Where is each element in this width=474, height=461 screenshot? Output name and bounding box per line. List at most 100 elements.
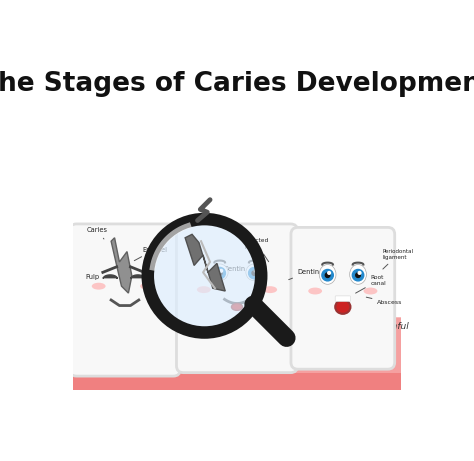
FancyBboxPatch shape xyxy=(109,271,123,290)
Circle shape xyxy=(328,272,330,274)
Text: 3. Pulpitis: 3. Pulpitis xyxy=(255,314,299,323)
Circle shape xyxy=(239,236,315,312)
Text: This stages painful: This stages painful xyxy=(235,323,319,331)
Polygon shape xyxy=(196,295,201,319)
Text: 4. Periodontitis: 4. Periodontitis xyxy=(321,314,389,323)
Polygon shape xyxy=(277,294,291,323)
Ellipse shape xyxy=(335,300,350,314)
Ellipse shape xyxy=(319,265,336,284)
Polygon shape xyxy=(191,295,196,319)
Text: Caries: Caries xyxy=(87,227,108,239)
Polygon shape xyxy=(116,295,121,319)
FancyBboxPatch shape xyxy=(176,224,298,372)
FancyBboxPatch shape xyxy=(103,271,129,294)
Text: Infected
pulp: Infected pulp xyxy=(245,238,269,262)
Circle shape xyxy=(148,219,261,332)
Circle shape xyxy=(351,266,359,274)
Ellipse shape xyxy=(197,286,211,293)
FancyBboxPatch shape xyxy=(270,271,284,290)
FancyBboxPatch shape xyxy=(70,224,180,376)
Polygon shape xyxy=(102,294,116,323)
Text: This stages very painful: This stages very painful xyxy=(301,323,409,331)
Text: 1. Enamal caries: 1. Enamal caries xyxy=(78,314,154,323)
Circle shape xyxy=(352,309,363,320)
FancyBboxPatch shape xyxy=(183,271,209,294)
Polygon shape xyxy=(194,289,196,316)
FancyBboxPatch shape xyxy=(264,271,290,294)
Text: Periodontal
ligament: Periodontal ligament xyxy=(383,249,414,269)
Circle shape xyxy=(322,270,333,281)
Polygon shape xyxy=(196,294,210,323)
Ellipse shape xyxy=(263,286,277,293)
Polygon shape xyxy=(114,289,116,316)
Polygon shape xyxy=(277,295,283,319)
Polygon shape xyxy=(277,289,279,316)
Text: Abscess: Abscess xyxy=(366,297,403,305)
Ellipse shape xyxy=(220,285,224,290)
Polygon shape xyxy=(356,294,369,323)
Polygon shape xyxy=(185,234,225,291)
Circle shape xyxy=(273,266,281,274)
Polygon shape xyxy=(353,289,356,316)
Circle shape xyxy=(190,266,197,274)
Polygon shape xyxy=(182,294,196,323)
Text: Pulp: Pulp xyxy=(85,274,113,280)
Circle shape xyxy=(252,271,256,275)
Circle shape xyxy=(248,267,260,279)
Polygon shape xyxy=(356,295,361,319)
Polygon shape xyxy=(272,295,277,319)
Ellipse shape xyxy=(350,265,366,284)
Text: Root
canal: Root canal xyxy=(356,275,386,293)
FancyBboxPatch shape xyxy=(348,271,362,290)
Text: Dentin: Dentin xyxy=(289,269,320,280)
Circle shape xyxy=(271,275,283,287)
Text: 2. Dentin caries: 2. Dentin caries xyxy=(160,314,232,323)
Polygon shape xyxy=(111,238,132,293)
Ellipse shape xyxy=(231,303,243,310)
Circle shape xyxy=(356,273,360,278)
Circle shape xyxy=(354,311,361,319)
Polygon shape xyxy=(111,295,116,319)
Ellipse shape xyxy=(364,288,377,295)
FancyBboxPatch shape xyxy=(339,269,371,296)
Polygon shape xyxy=(356,289,357,316)
FancyBboxPatch shape xyxy=(342,271,368,294)
Circle shape xyxy=(255,270,257,272)
Text: Enamel: Enamel xyxy=(134,247,167,260)
Polygon shape xyxy=(116,289,118,316)
FancyBboxPatch shape xyxy=(291,227,395,369)
Circle shape xyxy=(220,270,223,272)
Text: These stages are not painful: These stages are not painful xyxy=(92,323,220,331)
Ellipse shape xyxy=(246,264,263,281)
Circle shape xyxy=(325,273,330,278)
FancyBboxPatch shape xyxy=(261,269,293,296)
Circle shape xyxy=(317,236,393,312)
Circle shape xyxy=(106,268,111,273)
Circle shape xyxy=(218,271,222,275)
FancyBboxPatch shape xyxy=(189,271,203,290)
Circle shape xyxy=(158,236,234,312)
Text: Dentin: Dentin xyxy=(214,266,246,277)
Ellipse shape xyxy=(211,264,228,281)
FancyBboxPatch shape xyxy=(56,317,422,414)
Polygon shape xyxy=(106,271,110,275)
Circle shape xyxy=(358,272,361,274)
Circle shape xyxy=(214,267,226,279)
FancyBboxPatch shape xyxy=(335,296,350,301)
Circle shape xyxy=(78,236,154,312)
Text: The Stages of Caries Development: The Stages of Caries Development xyxy=(0,71,474,96)
Polygon shape xyxy=(342,294,356,323)
Polygon shape xyxy=(350,295,356,319)
FancyBboxPatch shape xyxy=(100,269,132,296)
Circle shape xyxy=(352,270,364,281)
Polygon shape xyxy=(190,271,197,279)
Ellipse shape xyxy=(308,288,322,295)
Polygon shape xyxy=(196,289,198,316)
Ellipse shape xyxy=(140,283,154,290)
Polygon shape xyxy=(66,372,412,404)
Polygon shape xyxy=(275,289,277,316)
Polygon shape xyxy=(116,294,130,323)
Ellipse shape xyxy=(92,283,106,290)
Polygon shape xyxy=(264,294,277,323)
FancyBboxPatch shape xyxy=(181,269,212,296)
